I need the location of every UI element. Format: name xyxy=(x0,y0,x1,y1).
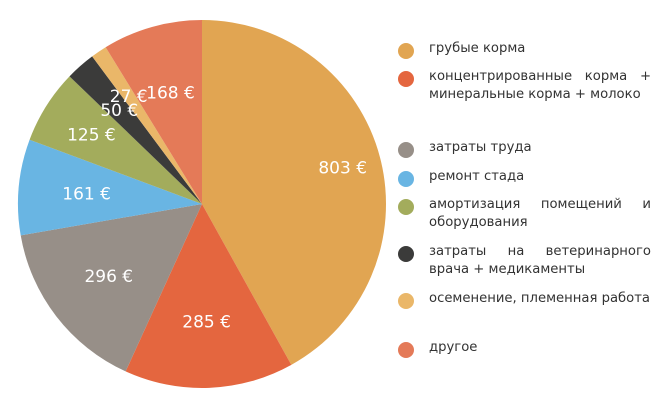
legend-marker xyxy=(398,142,414,158)
slice-value-label: 168 € xyxy=(146,84,195,104)
legend-item-insemination: осеменение, племенная работа xyxy=(398,290,660,309)
legend-label: другое xyxy=(429,340,478,355)
pie-slice xyxy=(20,204,203,372)
slice-value-label: 296 € xyxy=(84,267,133,287)
slice-value-label: 50 € xyxy=(100,101,138,121)
slice-value-label: 285 € xyxy=(182,313,231,333)
pie-slice xyxy=(125,204,292,389)
pie-chart: 803 € 285 € 296 € 161 € 125 € 50 €27 €168 € xyxy=(18,20,386,389)
legend-marker xyxy=(398,71,414,87)
legend-marker xyxy=(398,342,414,358)
legend-marker xyxy=(398,246,414,262)
legend-item-veterinary: затраты на ветеринарного врача + медикам… xyxy=(398,243,660,279)
legend-label: затраты на ветеринарного врача + медикам… xyxy=(429,244,651,277)
legend-marker xyxy=(398,171,414,187)
legend-label: затраты труда xyxy=(429,140,532,155)
legend-label: грубые корма xyxy=(429,41,526,56)
legend-item-coarse-feed: грубые корма xyxy=(398,40,660,59)
legend-item-labor-costs: затраты труда xyxy=(398,139,660,158)
pie-slice xyxy=(29,76,203,204)
slice-value-label: 125 € xyxy=(67,125,116,145)
slice-value-label: 27 € xyxy=(110,87,148,107)
pie-slice xyxy=(202,20,386,365)
pie-slice xyxy=(92,47,202,204)
legend-item-herd-repair: ремонт стада xyxy=(398,168,660,187)
legend-label: ремонт стада xyxy=(429,169,525,184)
legend-label: осеменение, племенная работа xyxy=(429,291,651,306)
pie-slice xyxy=(105,20,202,204)
legend-marker xyxy=(398,293,414,309)
legend-marker xyxy=(398,43,414,59)
legend-label: амортизация помещений и оборудования xyxy=(429,197,651,230)
slice-value-label: 161 € xyxy=(62,184,111,204)
legend-item-other: другое xyxy=(398,339,660,358)
pie-slice xyxy=(18,139,202,236)
slice-value-label: 803 € xyxy=(318,159,367,179)
pie-slice xyxy=(69,56,202,204)
legend-item-concentrated-feed: концентрированные корма + минеральные ко… xyxy=(398,68,660,104)
legend-marker xyxy=(398,199,414,215)
legend-item-depreciation: амортизация помещений и оборудования xyxy=(398,196,660,232)
legend-label: концентрированные корма + минеральные ко… xyxy=(429,69,651,102)
